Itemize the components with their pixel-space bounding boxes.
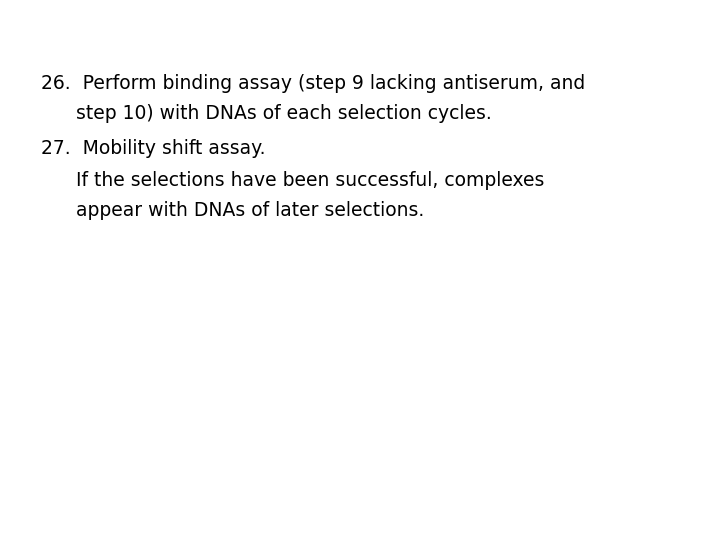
Text: 26.  Perform binding assay (step 9 lacking antiserum, and: 26. Perform binding assay (step 9 lackin… <box>41 74 585 93</box>
Text: If the selections have been successful, complexes: If the selections have been successful, … <box>76 171 544 191</box>
Text: appear with DNAs of later selections.: appear with DNAs of later selections. <box>76 201 424 220</box>
Text: step 10) with DNAs of each selection cycles.: step 10) with DNAs of each selection cyc… <box>76 104 491 123</box>
Text: 27.  Mobility shift assay.: 27. Mobility shift assay. <box>41 139 266 158</box>
